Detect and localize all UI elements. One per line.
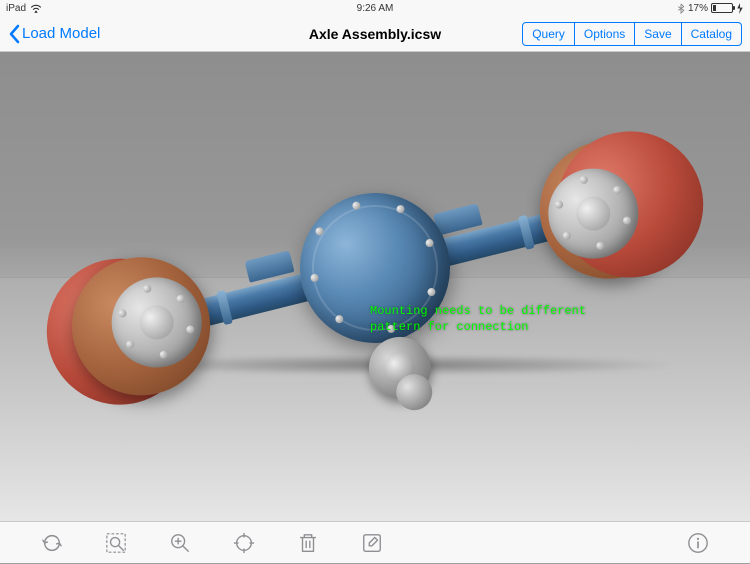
device-label: iPad xyxy=(6,3,26,14)
catalog-button[interactable]: Catalog xyxy=(682,22,742,46)
zoom-area-button[interactable] xyxy=(94,522,138,564)
reset-view-button[interactable] xyxy=(30,522,74,564)
status-right: 17% xyxy=(677,3,744,14)
info-icon xyxy=(687,532,709,554)
page-title: Axle Assembly.icsw xyxy=(309,26,441,42)
bottom-toolbar xyxy=(0,521,750,563)
delete-button[interactable] xyxy=(286,522,330,564)
annotation-text[interactable]: Mounting needs to be different pattern f… xyxy=(370,304,586,335)
info-button[interactable] xyxy=(676,522,720,564)
wifi-icon xyxy=(30,4,42,13)
edit-icon xyxy=(361,532,383,554)
status-bar: iPad 9:26 AM 17% xyxy=(0,0,750,16)
brake-assembly-right xyxy=(510,105,716,311)
edit-button[interactable] xyxy=(350,522,394,564)
query-button[interactable]: Query xyxy=(522,22,575,46)
trash-icon xyxy=(297,532,319,554)
zoom-area-icon xyxy=(105,532,127,554)
nav-bar: Load Model Axle Assembly.icsw Query Opti… xyxy=(0,16,750,52)
battery-icon xyxy=(711,3,733,13)
viewport-3d[interactable]: Mounting needs to be different pattern f… xyxy=(0,52,750,521)
status-left: iPad xyxy=(6,3,42,14)
target-icon xyxy=(233,532,255,554)
zoom-in-icon xyxy=(169,532,191,554)
back-label: Load Model xyxy=(22,25,100,42)
reset-view-icon xyxy=(41,532,63,554)
battery-pct: 17% xyxy=(688,3,708,14)
bluetooth-icon xyxy=(677,3,685,14)
back-button[interactable]: Load Model xyxy=(8,24,100,44)
charging-icon xyxy=(736,3,744,14)
chevron-left-icon xyxy=(8,24,20,44)
center-button[interactable] xyxy=(222,522,266,564)
options-button[interactable]: Options xyxy=(575,22,635,46)
zoom-in-button[interactable] xyxy=(158,522,202,564)
status-time: 9:26 AM xyxy=(357,3,394,14)
save-button[interactable]: Save xyxy=(635,22,681,46)
nav-right-buttons: Query Options Save Catalog xyxy=(522,22,742,46)
